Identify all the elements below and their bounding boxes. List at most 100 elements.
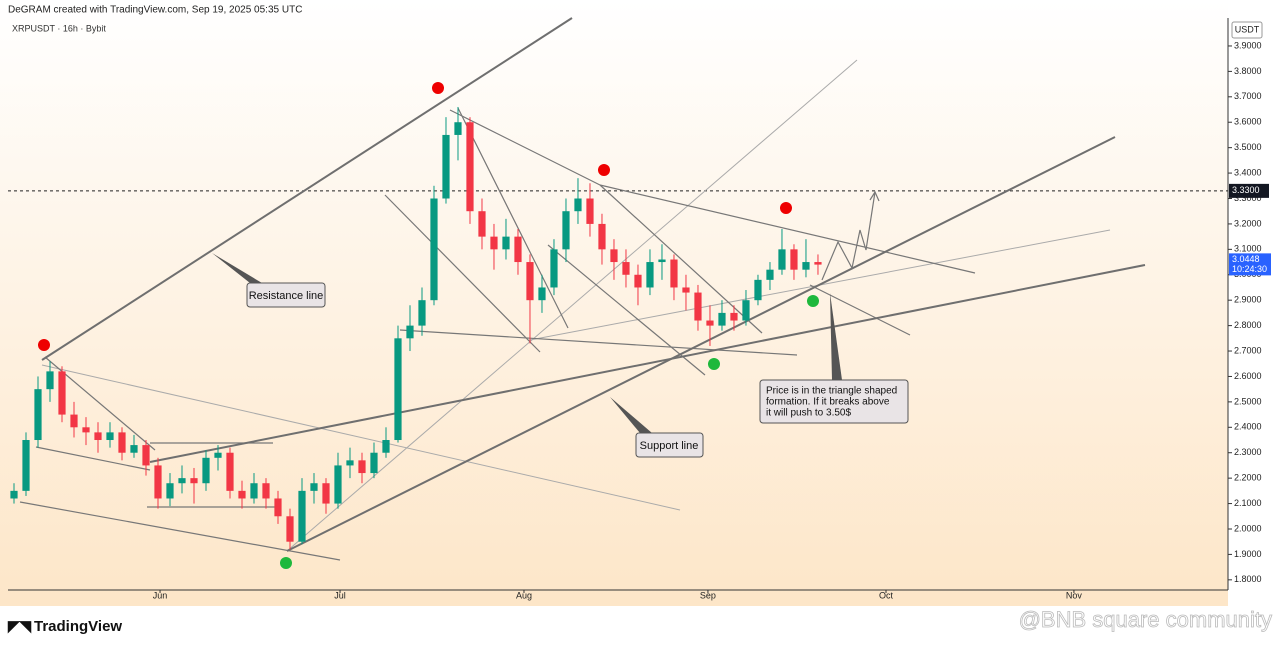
y-tick-label: 2.5000 <box>1234 396 1262 406</box>
y-tick-label: 2.0000 <box>1234 523 1262 533</box>
candle-body <box>82 427 90 433</box>
logo-mark: ◤◥ <box>7 618 32 635</box>
y-tick-label: 1.9000 <box>1234 549 1262 559</box>
callout-pointer <box>830 293 842 380</box>
candle-body <box>70 414 78 428</box>
candle-body <box>346 460 354 466</box>
support-line <box>286 136 1116 552</box>
y-tick-label: 2.6000 <box>1234 371 1262 381</box>
candle-body <box>154 465 162 499</box>
candle-body <box>58 371 66 415</box>
bottom-marker <box>708 358 720 370</box>
bottom-marker <box>807 295 819 307</box>
logo: TradingView <box>34 618 122 635</box>
candle-body <box>718 312 726 326</box>
candle-body <box>322 483 330 504</box>
symbol-info: XRPUSDT · 16h · Bybit <box>12 23 106 33</box>
top-marker <box>780 202 792 214</box>
axis-labels: 1.8000 1.9000 2.0000 2.1000 2.2000 2.3000 2.40… <box>153 40 1271 600</box>
candle-body <box>286 516 294 542</box>
candle-body <box>526 262 534 301</box>
candle-body <box>370 452 378 474</box>
candle-body <box>394 338 402 441</box>
callout-text: it will push to 3.50$ <box>766 408 851 419</box>
y-tick-label: 3.1000 <box>1234 244 1262 254</box>
y-tick-label: 3.2000 <box>1234 218 1262 228</box>
drawings <box>19 17 1146 561</box>
candle-body <box>730 312 738 321</box>
markers <box>38 82 819 569</box>
candle-body <box>418 300 426 326</box>
callout-text: Support line <box>640 440 699 452</box>
callout-text: Price is in the triangle shaped <box>766 386 897 397</box>
y-tick-label: 3.7000 <box>1234 91 1262 101</box>
candle-body <box>778 249 786 270</box>
trend-line <box>384 194 541 353</box>
callout-pointer <box>610 397 652 433</box>
candle-body <box>46 371 54 390</box>
trend-line <box>449 109 601 186</box>
callout-text: formation. If it breaks above <box>766 397 890 408</box>
projection-arrowhead <box>869 190 880 202</box>
candle-body <box>118 432 126 453</box>
candle-body <box>670 259 678 288</box>
candle-body <box>598 223 606 250</box>
candle-body <box>94 432 102 441</box>
level-label-box <box>1229 183 1269 198</box>
trend-line <box>399 329 798 356</box>
candle-body <box>106 432 114 441</box>
y-tick-label: 3.8000 <box>1234 66 1262 76</box>
y-tick-label: 3.5000 <box>1234 142 1262 152</box>
candle-body <box>166 483 174 499</box>
candle-body <box>694 292 702 321</box>
candle-body <box>538 287 546 301</box>
y-tick-label: 2.4000 <box>1234 422 1262 432</box>
trend-line <box>809 284 911 336</box>
y-tick-label: 2.2000 <box>1234 473 1262 483</box>
candle-body <box>562 211 570 250</box>
candle-body <box>634 274 642 288</box>
callout-pointer <box>212 253 262 283</box>
candle-body <box>802 262 810 270</box>
candle-body <box>142 445 150 466</box>
y-tick-label: 3.3000 <box>1234 193 1262 203</box>
trend-line <box>599 184 976 274</box>
y-tick-label: 1.8000 <box>1234 574 1262 584</box>
candle-body <box>814 262 822 265</box>
candle-body <box>130 445 138 453</box>
x-tick-label: Jun <box>153 590 168 600</box>
projection-path <box>821 191 876 281</box>
top-marker <box>598 164 610 176</box>
candle-body <box>250 483 258 499</box>
y-tick-label: 2.8000 <box>1234 320 1262 330</box>
candle-body <box>430 198 438 301</box>
candle-body <box>178 478 186 484</box>
x-tick-label: Sep <box>700 590 716 600</box>
x-tick-label: Oct <box>879 590 894 600</box>
currency-box <box>1231 21 1263 39</box>
y-tick-label: 2.9000 <box>1234 295 1262 305</box>
callouts: Resistance line Support line Price is in… <box>212 253 909 458</box>
candle-body <box>466 122 474 212</box>
candle-body <box>682 287 690 293</box>
candle-body <box>610 249 618 263</box>
last-price-box <box>1229 253 1271 276</box>
trend-line <box>547 244 706 376</box>
candle-body <box>706 320 714 326</box>
x-tick-label: Nov <box>1066 590 1083 600</box>
candle-body <box>310 483 318 491</box>
candle-body <box>358 460 366 474</box>
candle-body <box>202 457 210 484</box>
candle-body <box>382 440 390 453</box>
trend-line <box>286 59 858 552</box>
resistance-line <box>41 17 573 361</box>
candle-body <box>502 236 510 250</box>
price-axis-background <box>1228 0 1280 606</box>
candle-body <box>10 490 18 499</box>
trend-line <box>35 446 151 471</box>
y-tick-label: 2.1000 <box>1234 498 1262 508</box>
candle-body <box>766 269 774 280</box>
candle-body <box>262 483 270 499</box>
x-tick-label: Aug <box>516 590 532 600</box>
